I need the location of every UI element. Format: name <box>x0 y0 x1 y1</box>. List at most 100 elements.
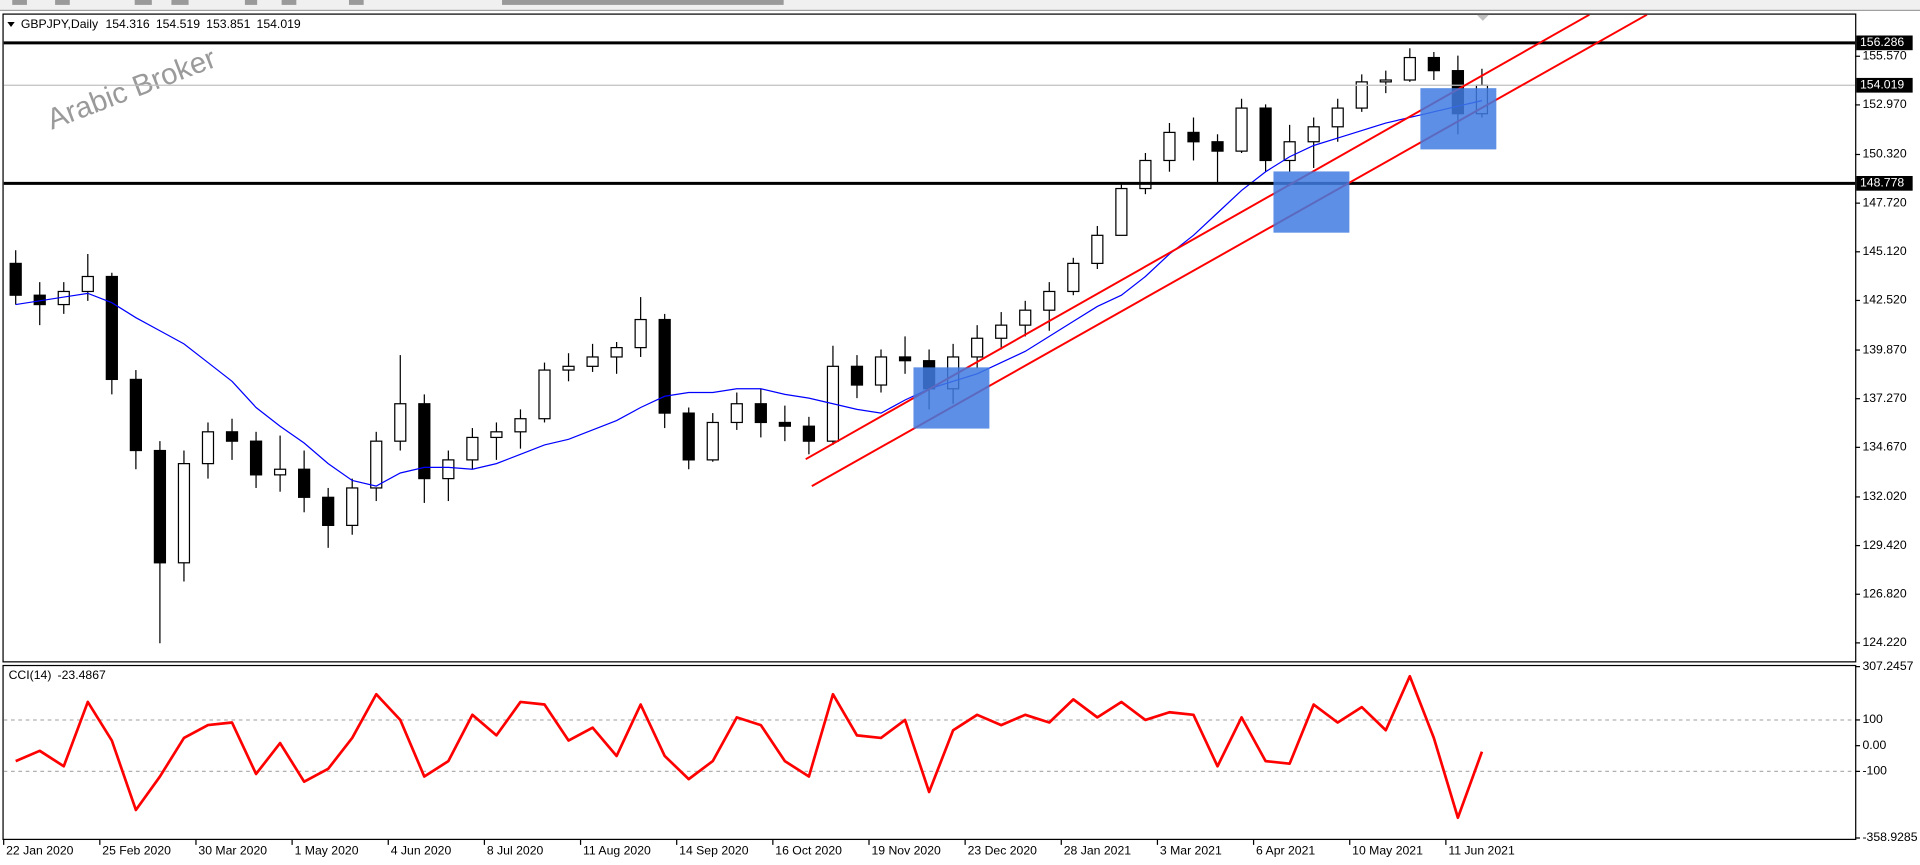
candle-body <box>1067 262 1080 293</box>
indicator-line <box>15 674 1484 820</box>
x-tick-label: 14 Sep 2020 <box>679 843 749 857</box>
candle-body <box>586 356 599 367</box>
candle-body <box>706 421 719 461</box>
candle-body <box>201 431 215 465</box>
candle-body <box>1235 107 1248 152</box>
candle-body <box>1259 107 1272 162</box>
toolbar-icon[interactable] <box>244 0 258 5</box>
toolbar-icons <box>12 0 784 5</box>
candle-body <box>1019 309 1032 326</box>
header-arrow[interactable] <box>7 22 15 27</box>
candle-body <box>562 365 575 371</box>
candle-body <box>730 403 743 424</box>
candle-body <box>1091 234 1104 265</box>
x-tick-label: 19 Nov 2020 <box>871 843 941 857</box>
chart-header: GBPJPY,Daily 154.316 154.519 153.851 154.019 <box>21 17 301 31</box>
indicator-y-tick-label: 0.00 <box>1862 738 1886 752</box>
x-tick-label: 11 Jun 2021 <box>1448 843 1515 857</box>
chart-title: GBPJPY,Daily <box>21 17 99 31</box>
highlight-zone[interactable] <box>1420 88 1497 150</box>
candle-body <box>1307 126 1320 143</box>
quote-open: 154.316 <box>105 17 149 31</box>
x-tick-label: 22 Jan 2020 <box>6 843 74 857</box>
y-tick-label: 126.820 <box>1862 586 1906 600</box>
candle-body <box>1379 79 1392 83</box>
candle-body <box>273 468 287 476</box>
quote-low: 153.851 <box>206 17 250 31</box>
indicator-y-tick-label: 100 <box>1862 712 1883 726</box>
candle-body <box>995 324 1008 339</box>
candle-body <box>129 378 142 452</box>
y-tick-label: 150.320 <box>1862 147 1906 161</box>
candle-body <box>9 262 22 296</box>
highlight-zone[interactable] <box>913 367 990 429</box>
candle-body <box>418 403 431 480</box>
level-price-box <box>1856 35 1913 51</box>
x-tick-label: 8 Jul 2020 <box>487 843 544 857</box>
candle-body <box>682 412 695 461</box>
toolbar-icon[interactable] <box>171 0 189 5</box>
candle-body <box>754 403 767 424</box>
shift-marker <box>1476 14 1489 21</box>
toolbar-icon[interactable] <box>12 0 27 5</box>
y-tick-label: 124.220 <box>1862 635 1906 649</box>
x-tick-label: 1 May 2020 <box>295 843 359 857</box>
moving-average-line <box>15 100 1483 487</box>
candle-body <box>1115 187 1128 236</box>
y-tick-label: 134.670 <box>1862 440 1906 454</box>
candle-body <box>153 449 167 564</box>
candle-body <box>898 356 912 362</box>
candle-body <box>177 463 191 564</box>
toolbar-icon[interactable] <box>502 0 784 5</box>
x-tick-label: 10 May 2021 <box>1352 843 1423 857</box>
highlight-zone[interactable] <box>1273 171 1350 233</box>
candle-body <box>538 369 551 420</box>
candle-body <box>442 459 455 480</box>
candle-body <box>971 337 984 358</box>
candle-body <box>105 275 118 381</box>
candle-body <box>1163 131 1176 162</box>
candle-body <box>225 431 239 442</box>
toolbar-icon[interactable] <box>134 0 152 5</box>
x-tick-label: 4 Jun 2020 <box>391 843 452 857</box>
toolbar-icon[interactable] <box>55 0 70 5</box>
x-tick-label: 23 Dec 2020 <box>968 843 1038 857</box>
candle-body <box>1187 131 1200 143</box>
candle-body <box>1427 56 1440 72</box>
toolbar-icon[interactable] <box>281 0 297 5</box>
candle-body <box>249 440 263 476</box>
toolbar-icon[interactable] <box>348 0 364 5</box>
y-tick-label: 129.420 <box>1862 538 1906 552</box>
indicator-panel <box>2 664 1857 841</box>
candle-body <box>1355 81 1368 109</box>
candle-body <box>394 403 407 442</box>
candle-body <box>802 425 816 442</box>
candle-body <box>658 318 671 414</box>
candle-body <box>346 487 359 526</box>
indicator-header: CCI(14) -23.4867 <box>9 668 106 682</box>
candle-body <box>1403 56 1416 81</box>
x-tick-label: 3 Mar 2021 <box>1160 843 1222 857</box>
x-tick-label: 16 Oct 2020 <box>775 843 842 857</box>
y-tick-label: 132.020 <box>1862 489 1906 503</box>
candle-body <box>322 496 335 526</box>
candle-body <box>610 346 623 358</box>
indicator-y-tick-label: -358.9285 <box>1862 830 1917 844</box>
x-tick-label: 11 Aug 2020 <box>583 843 651 857</box>
y-tick-label: 145.120 <box>1862 244 1906 258</box>
current-price-label: 154.019 <box>1860 78 1904 92</box>
indicator-y-tick-label: -100 <box>1862 764 1887 778</box>
x-tick-label: 28 Jan 2021 <box>1064 843 1132 857</box>
y-tick-label: 137.270 <box>1862 391 1906 405</box>
quote-high: 154.519 <box>156 17 200 31</box>
indicator-y-tick-label: 307.2457 <box>1862 659 1913 673</box>
level-price-label: 148.778 <box>1860 176 1904 190</box>
quote-close: 154.019 <box>257 17 301 31</box>
candle-body <box>874 356 888 386</box>
candle-body <box>1043 290 1056 311</box>
candle-body <box>850 365 864 386</box>
candle-body <box>370 440 383 489</box>
y-tick-label: 152.970 <box>1862 97 1906 111</box>
